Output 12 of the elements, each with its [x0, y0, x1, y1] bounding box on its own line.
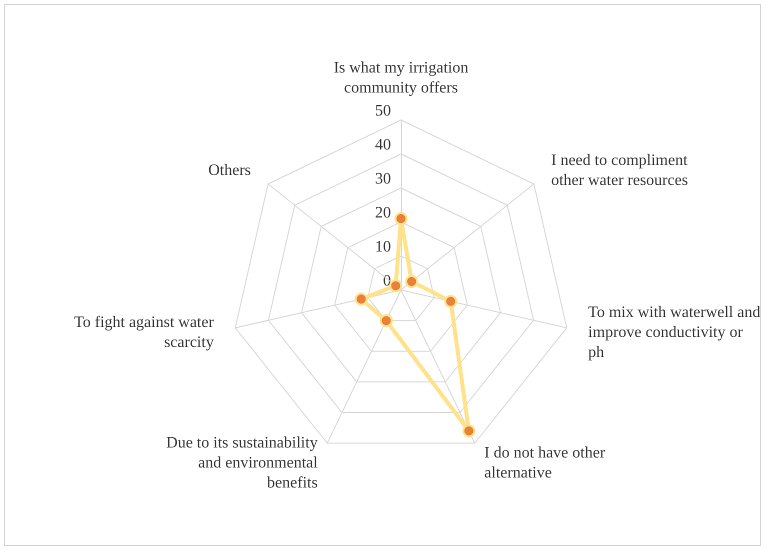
y-tick-label: 20 — [375, 204, 391, 222]
y-tick-label: 30 — [375, 170, 391, 188]
spoke-label: I do not have other alternative — [484, 444, 606, 482]
spoke-label: To fight against water scarcity — [74, 314, 214, 352]
spoke-label: Others — [208, 162, 251, 179]
spoke-label: To mix with waterwell and improve conductivity or ph — [588, 304, 760, 362]
spoke-label: I need to compliment other water resources — [551, 152, 688, 189]
spoke-label: Due to its sustainability and environmental benefits — [166, 434, 318, 492]
y-tick-label: 40 — [375, 136, 391, 154]
y-tick-label: 50 — [375, 102, 391, 120]
y-tick-label: 10 — [375, 238, 391, 256]
spoke-label: Is what my irrigation community offers — [334, 60, 468, 96]
